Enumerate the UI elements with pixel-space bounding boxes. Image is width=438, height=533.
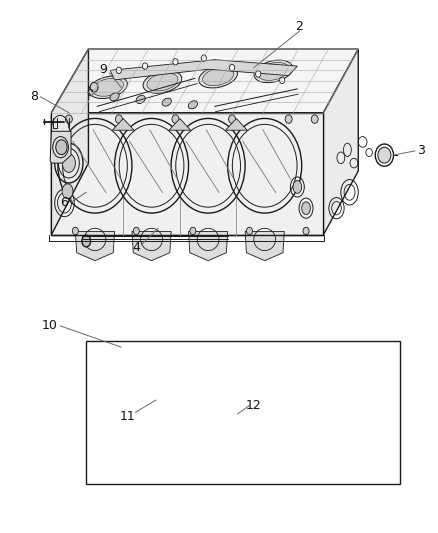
Circle shape bbox=[279, 77, 285, 84]
Bar bbox=[184, 448, 201, 464]
Ellipse shape bbox=[147, 73, 178, 91]
Circle shape bbox=[201, 55, 206, 61]
Polygon shape bbox=[110, 60, 297, 80]
Circle shape bbox=[303, 227, 309, 235]
Bar bbox=[86, 341, 399, 484]
Ellipse shape bbox=[174, 350, 180, 358]
Ellipse shape bbox=[188, 101, 198, 109]
Circle shape bbox=[65, 115, 72, 123]
Ellipse shape bbox=[293, 181, 302, 193]
Ellipse shape bbox=[378, 147, 391, 163]
Ellipse shape bbox=[62, 184, 73, 199]
Polygon shape bbox=[51, 49, 88, 235]
Circle shape bbox=[255, 71, 261, 77]
Circle shape bbox=[247, 227, 253, 235]
Text: 9: 9 bbox=[100, 63, 108, 76]
Ellipse shape bbox=[92, 78, 124, 96]
Polygon shape bbox=[51, 113, 323, 235]
Ellipse shape bbox=[88, 76, 127, 99]
Ellipse shape bbox=[199, 66, 237, 88]
Circle shape bbox=[229, 115, 236, 123]
Ellipse shape bbox=[143, 71, 182, 93]
Ellipse shape bbox=[203, 68, 233, 86]
Polygon shape bbox=[245, 231, 284, 261]
Text: 2: 2 bbox=[296, 20, 304, 34]
Ellipse shape bbox=[62, 154, 75, 172]
Ellipse shape bbox=[136, 95, 145, 103]
Ellipse shape bbox=[254, 60, 293, 83]
Ellipse shape bbox=[168, 385, 187, 413]
Circle shape bbox=[116, 115, 122, 123]
Circle shape bbox=[285, 115, 292, 123]
Text: 6: 6 bbox=[60, 196, 68, 209]
Ellipse shape bbox=[56, 140, 67, 155]
Ellipse shape bbox=[90, 83, 98, 92]
Circle shape bbox=[172, 115, 179, 123]
Polygon shape bbox=[226, 118, 247, 130]
Circle shape bbox=[142, 63, 148, 69]
Text: 4: 4 bbox=[132, 241, 140, 254]
Polygon shape bbox=[323, 49, 358, 235]
Text: 3: 3 bbox=[417, 144, 425, 157]
Ellipse shape bbox=[302, 202, 311, 215]
Text: 10: 10 bbox=[41, 319, 57, 333]
Polygon shape bbox=[188, 231, 228, 261]
Ellipse shape bbox=[110, 93, 119, 101]
Text: 12: 12 bbox=[246, 399, 261, 412]
Circle shape bbox=[116, 67, 121, 74]
Ellipse shape bbox=[162, 98, 171, 106]
Circle shape bbox=[230, 64, 235, 71]
Circle shape bbox=[190, 227, 196, 235]
Polygon shape bbox=[132, 231, 171, 261]
Ellipse shape bbox=[187, 413, 198, 427]
Polygon shape bbox=[75, 231, 115, 261]
Text: 8: 8 bbox=[30, 90, 38, 103]
Polygon shape bbox=[169, 118, 191, 130]
Circle shape bbox=[311, 115, 318, 123]
Polygon shape bbox=[113, 118, 134, 130]
Circle shape bbox=[173, 59, 178, 65]
Ellipse shape bbox=[258, 62, 289, 80]
Polygon shape bbox=[51, 49, 358, 113]
Circle shape bbox=[133, 227, 139, 235]
Ellipse shape bbox=[82, 235, 91, 247]
Polygon shape bbox=[50, 131, 71, 163]
Circle shape bbox=[72, 227, 78, 235]
Text: 11: 11 bbox=[120, 409, 135, 423]
